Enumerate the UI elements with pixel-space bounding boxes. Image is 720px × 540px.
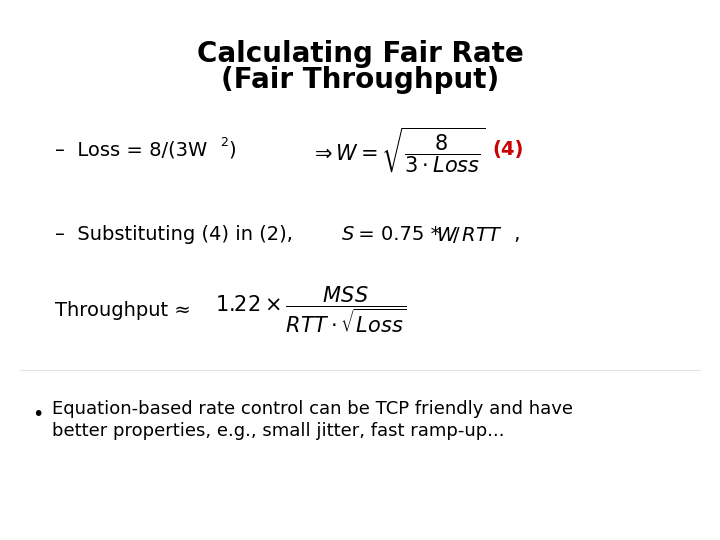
- Text: –  Loss = 8/(3W: – Loss = 8/(3W: [55, 140, 207, 159]
- Text: –  Substituting (4) in (2),: – Substituting (4) in (2),: [55, 226, 305, 245]
- Text: 2: 2: [220, 136, 228, 148]
- Text: Equation-based rate control can be TCP friendly and have: Equation-based rate control can be TCP f…: [52, 400, 573, 418]
- Text: $1.22 \times \dfrac{\mathit{MSS}}{\mathit{RTT} \cdot \sqrt{\mathit{Loss}}}$: $1.22 \times \dfrac{\mathit{MSS}}{\mathi…: [215, 285, 407, 335]
- Text: Calculating Fair Rate: Calculating Fair Rate: [197, 40, 523, 68]
- Text: better properties, e.g., small jitter, fast ramp-up...: better properties, e.g., small jitter, f…: [52, 422, 505, 440]
- Text: ): ): [228, 140, 235, 159]
- Text: = 0.75 *: = 0.75 *: [352, 226, 441, 245]
- Text: (4): (4): [492, 140, 523, 159]
- Text: $\mathit{S}$: $\mathit{S}$: [341, 226, 355, 245]
- Text: (Fair Throughput): (Fair Throughput): [221, 66, 499, 94]
- Text: •: •: [32, 405, 43, 424]
- Text: Throughput ≈: Throughput ≈: [55, 300, 191, 320]
- Text: $\mathit{W\!/\, RTT}$: $\mathit{W\!/\, RTT}$: [436, 225, 503, 245]
- Text: $\Rightarrow W = \sqrt{\dfrac{8}{3 \cdot \mathit{Loss}}}$: $\Rightarrow W = \sqrt{\dfrac{8}{3 \cdot…: [310, 125, 486, 174]
- Text: ,: ,: [508, 226, 521, 245]
